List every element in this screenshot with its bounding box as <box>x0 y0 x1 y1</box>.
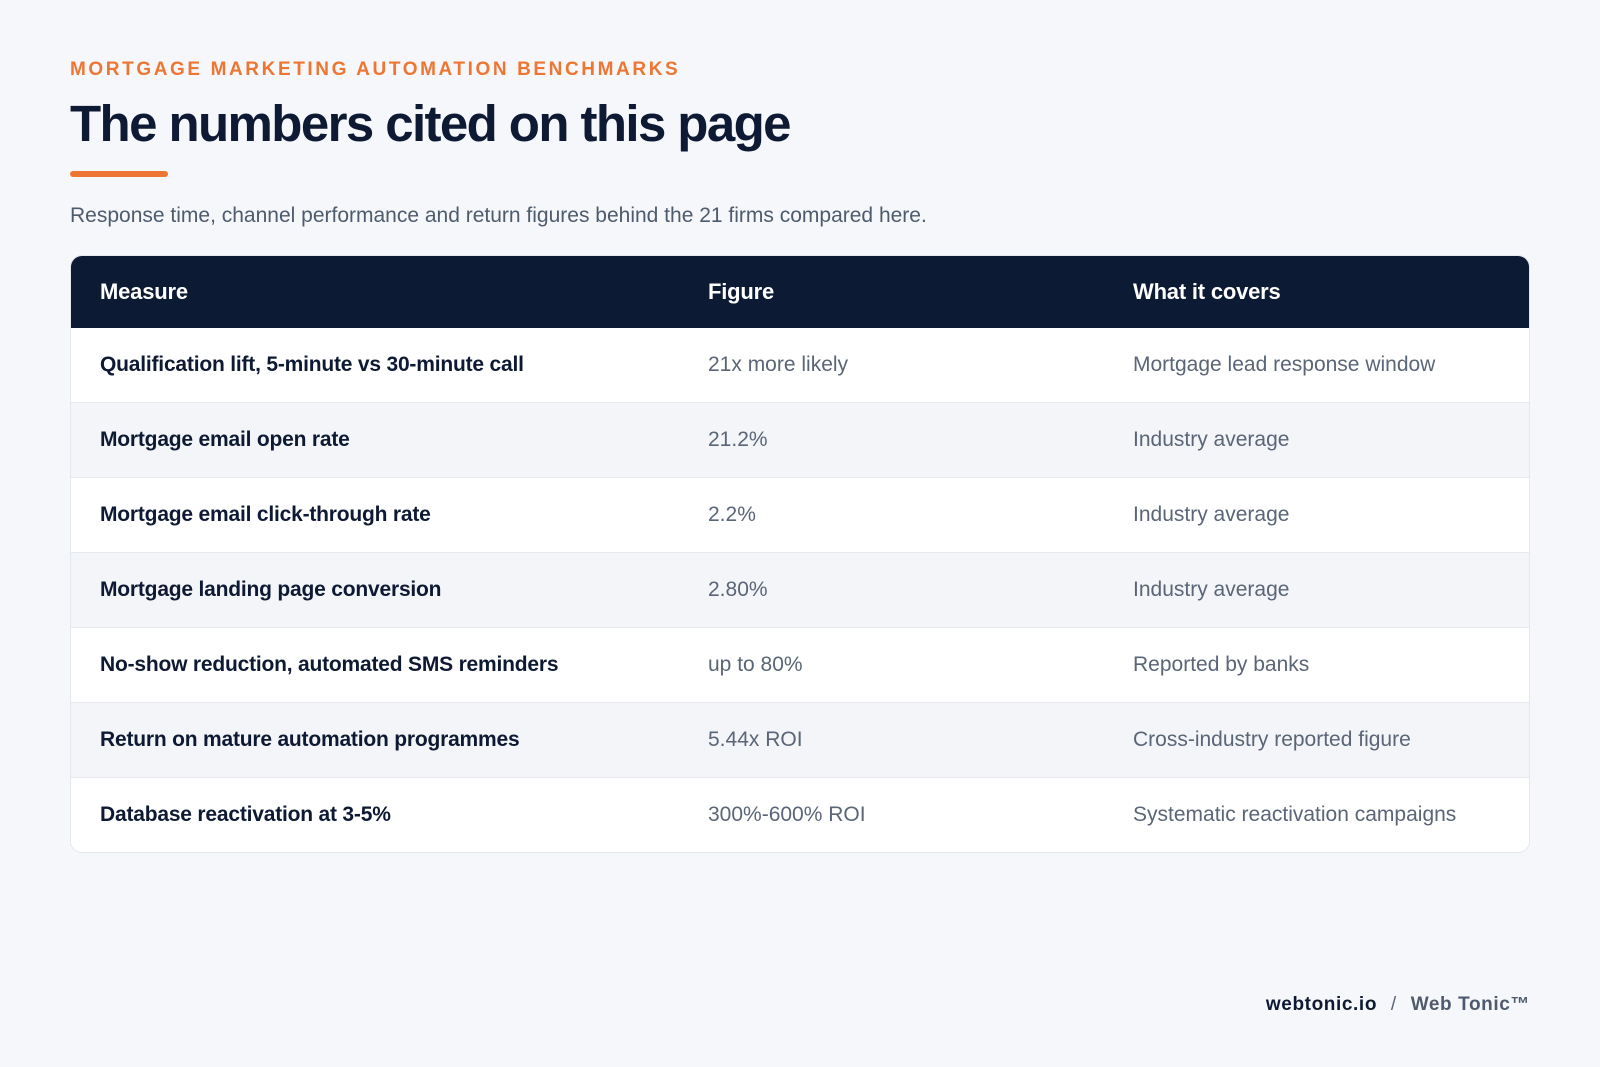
covers-cell: Industry average <box>1104 552 1529 628</box>
footer-domain: webtonic.io <box>1265 994 1378 1015</box>
benchmarks-panel: MORTGAGE MARKETING AUTOMATION BENCHMARKS… <box>70 58 1530 853</box>
table-row: Database reactivation at 3-5% 300%-600% … <box>71 777 1529 852</box>
figure-cell: 21x more likely <box>708 353 849 376</box>
page-title: The numbers cited on this page <box>70 95 792 152</box>
covers-cell: Systematic reactivation campaigns <box>1104 777 1529 852</box>
measure-cell: Mortgage landing page conversion <box>71 552 679 628</box>
table-row: Mortgage email click-through rate 2.2% I… <box>71 477 1529 553</box>
figure-cell: 2.2% <box>679 477 1104 553</box>
column-header-figure: Figure <box>708 279 775 304</box>
table-row: Qualification lift, 5-minute vs 30-minut… <box>71 328 1529 403</box>
column-header-covers: What it covers <box>1133 279 1281 304</box>
page-subtitle: Response time, channel performance and r… <box>70 204 927 227</box>
benchmarks-table: Measure Figure What it covers Qualificat… <box>71 256 1529 852</box>
eyebrow-label: MORTGAGE MARKETING AUTOMATION BENCHMARKS <box>70 59 681 80</box>
benchmarks-table-card: Measure Figure What it covers Qualificat… <box>70 255 1530 853</box>
covers-cell: Mortgage lead response window <box>1133 353 1436 376</box>
measure-cell: Return on mature automation programmes <box>71 702 679 778</box>
measure-cell: Database reactivation at 3-5% <box>71 777 679 852</box>
table-row: Mortgage email open rate 21.2% Industry … <box>71 402 1529 478</box>
table-row: Mortgage landing page conversion 2.80% I… <box>71 552 1529 628</box>
figure-cell: 21.2% <box>679 402 1104 478</box>
measure-cell: Qualification lift, 5-minute vs 30-minut… <box>100 353 524 376</box>
figure-cell: 2.80% <box>679 552 1104 628</box>
measure-cell: Mortgage email open rate <box>71 402 679 478</box>
measure-cell: Mortgage email click-through rate <box>71 477 679 553</box>
measure-cell: No-show reduction, automated SMS reminde… <box>71 627 679 703</box>
footer-brand: Web Tonic™ <box>1410 994 1530 1015</box>
figure-cell: 5.44x ROI <box>679 702 1104 778</box>
table-row: No-show reduction, automated SMS reminde… <box>71 627 1529 703</box>
covers-cell: Reported by banks <box>1104 627 1529 703</box>
footer-separator: / <box>1390 994 1397 1015</box>
column-header-measure: Measure <box>100 279 188 304</box>
table-header-row: Measure Figure What it covers <box>71 256 1529 328</box>
covers-cell: Industry average <box>1104 477 1529 553</box>
table-row: Return on mature automation programmes 5… <box>71 702 1529 778</box>
covers-cell: Cross-industry reported figure <box>1104 702 1529 778</box>
footer-credit: webtonic.io / Web Tonic™ <box>1266 993 1530 1017</box>
title-accent-rule <box>70 171 168 177</box>
figure-cell: up to 80% <box>679 627 1104 703</box>
covers-cell: Industry average <box>1104 402 1529 478</box>
figure-cell: 300%-600% ROI <box>679 777 1104 852</box>
